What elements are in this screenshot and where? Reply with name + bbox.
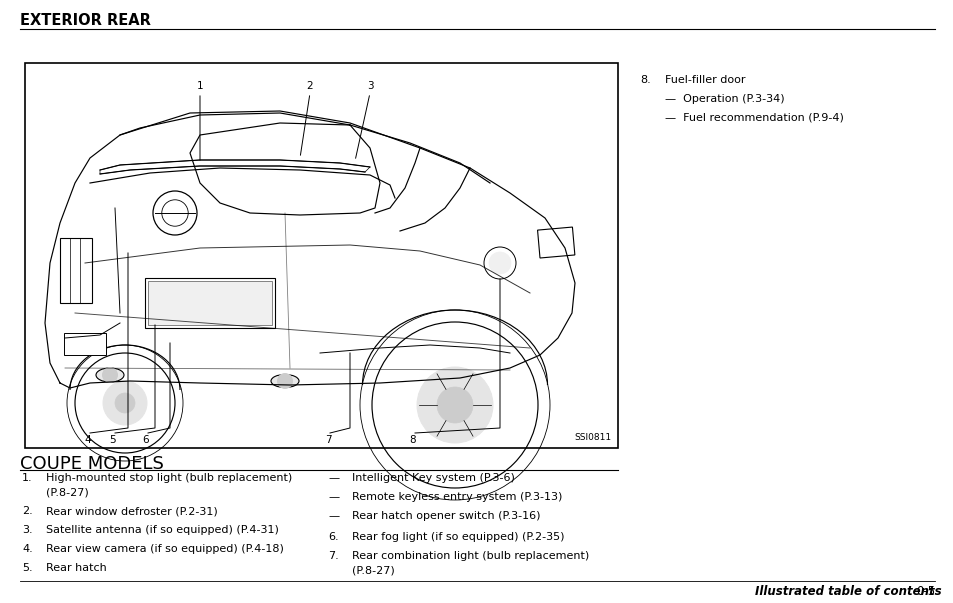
Text: Rear combination light (bulb replacement): Rear combination light (bulb replacement… (352, 551, 589, 561)
Text: COUPE MODELS: COUPE MODELS (20, 455, 164, 473)
Text: 8: 8 (409, 435, 416, 445)
Bar (25, 63, 618, 448)
Bar (145, 278, 274, 328)
Text: 2: 2 (306, 81, 313, 91)
Polygon shape (190, 123, 379, 215)
Text: —  Operation (P.3-34): — Operation (P.3-34) (664, 94, 783, 104)
Ellipse shape (271, 374, 298, 388)
Circle shape (276, 373, 293, 389)
Text: Rear hatch: Rear hatch (46, 563, 107, 573)
Circle shape (103, 381, 147, 425)
Text: 0-5: 0-5 (915, 585, 934, 598)
Text: 4: 4 (85, 435, 91, 445)
Text: Intelligent Key system (P.3-6): Intelligent Key system (P.3-6) (352, 473, 515, 483)
Text: 6.: 6. (328, 532, 338, 543)
Bar (537, 227, 575, 258)
Text: 1: 1 (196, 81, 203, 91)
Bar (64, 333, 106, 355)
Text: 6: 6 (143, 435, 150, 445)
Text: High-mounted stop light (bulb replacement): High-mounted stop light (bulb replacemen… (46, 473, 292, 483)
Text: 2.: 2. (22, 507, 32, 516)
Ellipse shape (96, 368, 124, 382)
Polygon shape (100, 160, 370, 174)
Text: —: — (328, 473, 338, 483)
Text: EXTERIOR REAR: EXTERIOR REAR (20, 13, 151, 28)
Text: 4.: 4. (22, 544, 32, 554)
Text: 3.: 3. (22, 525, 32, 535)
Bar (60, 238, 91, 303)
Circle shape (416, 367, 493, 443)
Text: —: — (328, 511, 338, 521)
Text: Rear window defroster (P.2-31): Rear window defroster (P.2-31) (46, 507, 217, 516)
Circle shape (115, 393, 135, 413)
Text: 7.: 7. (328, 551, 338, 561)
Text: 8.: 8. (639, 75, 650, 85)
Circle shape (436, 387, 473, 423)
Text: Rear hatch opener switch (P.3-16): Rear hatch opener switch (P.3-16) (352, 511, 540, 521)
Text: Fuel-filler door: Fuel-filler door (664, 75, 744, 85)
Text: 7: 7 (324, 435, 331, 445)
Text: (P.8-27): (P.8-27) (46, 487, 89, 497)
Text: —: — (328, 492, 338, 502)
Text: Illustrated table of contents: Illustrated table of contents (754, 585, 941, 598)
Text: 5: 5 (110, 435, 116, 445)
Text: Rear fog light (if so equipped) (P.2-35): Rear fog light (if so equipped) (P.2-35) (352, 532, 564, 543)
Text: —  Fuel recommendation (P.9-4): — Fuel recommendation (P.9-4) (664, 113, 843, 122)
Circle shape (102, 367, 118, 383)
Bar (148, 281, 272, 325)
Text: 5.: 5. (22, 563, 32, 573)
Text: Remote keyless entry system (P.3-13): Remote keyless entry system (P.3-13) (352, 492, 561, 502)
Text: Rear view camera (if so equipped) (P.4-18): Rear view camera (if so equipped) (P.4-1… (46, 544, 284, 554)
Text: (P.8-27): (P.8-27) (352, 566, 395, 576)
Text: 3: 3 (366, 81, 373, 91)
Text: Satellite antenna (if so equipped) (P.4-31): Satellite antenna (if so equipped) (P.4-… (46, 525, 278, 535)
Circle shape (489, 252, 511, 274)
Text: 1.: 1. (22, 473, 32, 483)
Text: SSI0811: SSI0811 (575, 433, 612, 442)
